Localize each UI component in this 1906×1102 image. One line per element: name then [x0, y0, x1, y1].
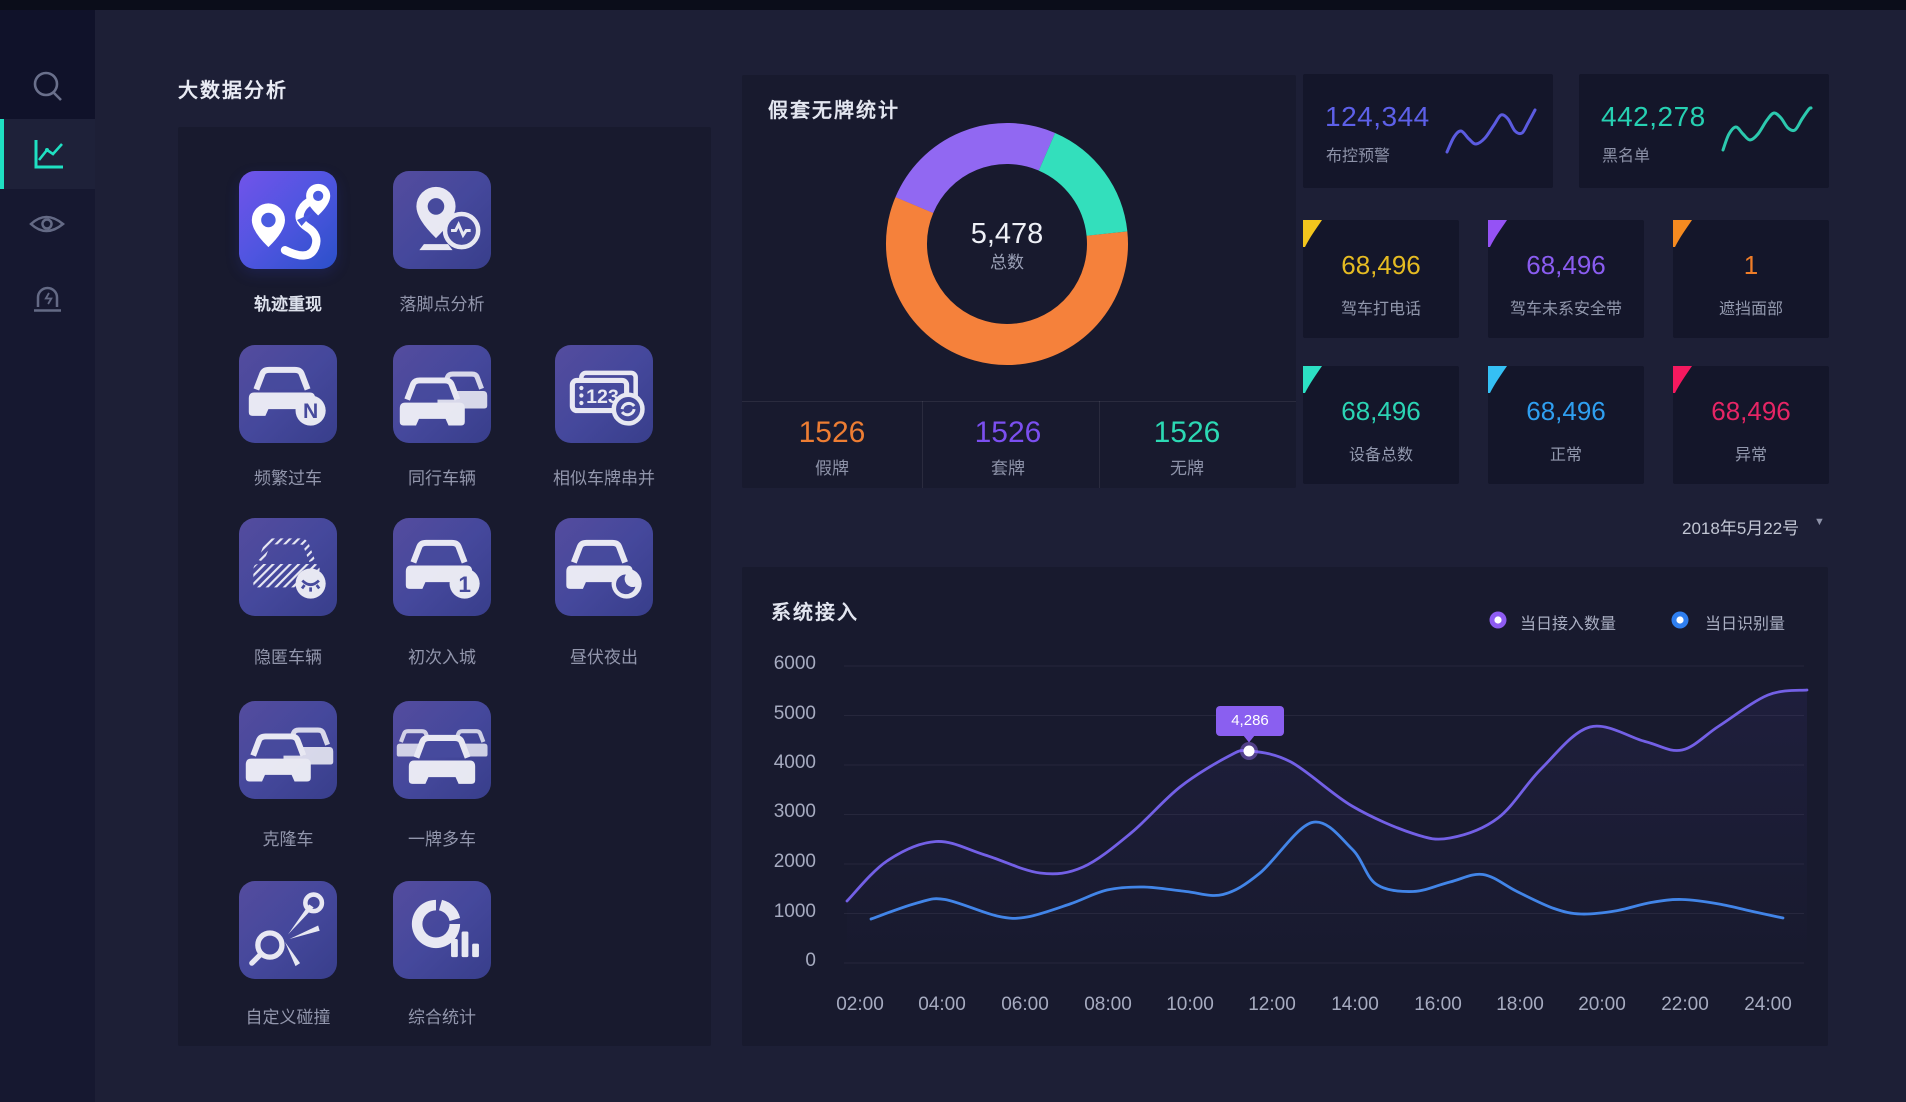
svg-text:1: 1 — [458, 572, 471, 597]
svg-text:123: 123 — [586, 386, 619, 408]
svg-text:N: N — [303, 400, 318, 423]
